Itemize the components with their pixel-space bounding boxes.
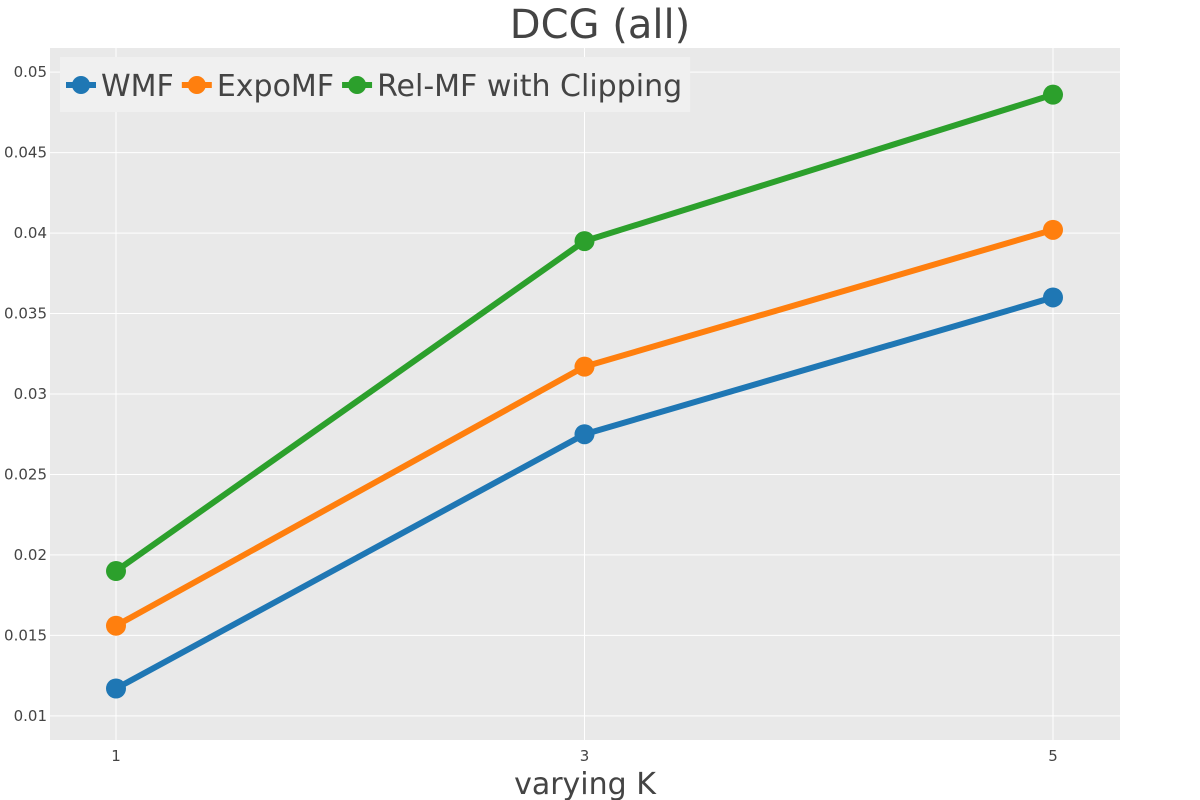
series-rel-mf-with-clipping [106, 84, 1063, 582]
y-tick-label: 0.01 [14, 707, 47, 725]
series-layer [106, 84, 1063, 699]
data-point-expomf[interactable] [1043, 219, 1063, 240]
legend-item-expomf[interactable]: ExpoMF [181, 69, 334, 104]
chart-title: DCG (all) [510, 2, 690, 48]
x-tick-label: 3 [580, 747, 590, 765]
legend-label: WMF [101, 69, 174, 104]
x-tick-label: 5 [1048, 747, 1058, 765]
legend-item-rel-mf-with-clipping[interactable]: Rel-MF with Clipping [342, 69, 682, 104]
legend-item-wmf[interactable]: WMF [66, 69, 174, 104]
y-tick-label: 0.035 [4, 305, 47, 323]
legend-background [60, 57, 691, 112]
data-point-rel-mf-with-clipping[interactable] [106, 561, 126, 582]
x-axis-title: varying K [514, 767, 657, 800]
data-point-rel-mf-with-clipping[interactable] [1043, 84, 1063, 105]
series-expomf [106, 219, 1063, 636]
legend-label: Rel-MF with Clipping [377, 69, 682, 104]
y-tick-label: 0.03 [14, 385, 47, 403]
legend-label: ExpoMF [217, 69, 334, 104]
y-axis-ticks: 0.01 0.015 0.02 0.025 0.03 0.035 0.04 0.045 0.05 [4, 63, 47, 725]
data-point-expomf[interactable] [574, 356, 595, 377]
data-point-wmf[interactable] [1043, 287, 1063, 308]
y-tick-label: 0.045 [4, 144, 47, 162]
y-tick-label: 0.04 [14, 224, 47, 242]
data-point-wmf[interactable] [106, 678, 126, 699]
legend-swatch-marker [187, 76, 206, 94]
x-tick-label: 1 [111, 747, 121, 765]
y-tick-label: 0.025 [4, 465, 47, 483]
data-point-expomf[interactable] [106, 615, 126, 636]
data-point-wmf[interactable] [574, 424, 595, 445]
x-axis-ticks: 1 3 5 [111, 747, 1058, 765]
y-tick-label: 0.015 [4, 626, 47, 644]
legend[interactable]: WMF ExpoMF Rel-MF with Clipping [60, 57, 691, 112]
legend-swatch-marker [348, 76, 367, 94]
legend-swatch-marker [72, 76, 90, 94]
y-tick-label: 0.02 [14, 546, 47, 564]
series-wmf [106, 287, 1063, 699]
y-tick-label: 0.05 [14, 63, 47, 81]
data-point-rel-mf-with-clipping[interactable] [574, 231, 595, 252]
